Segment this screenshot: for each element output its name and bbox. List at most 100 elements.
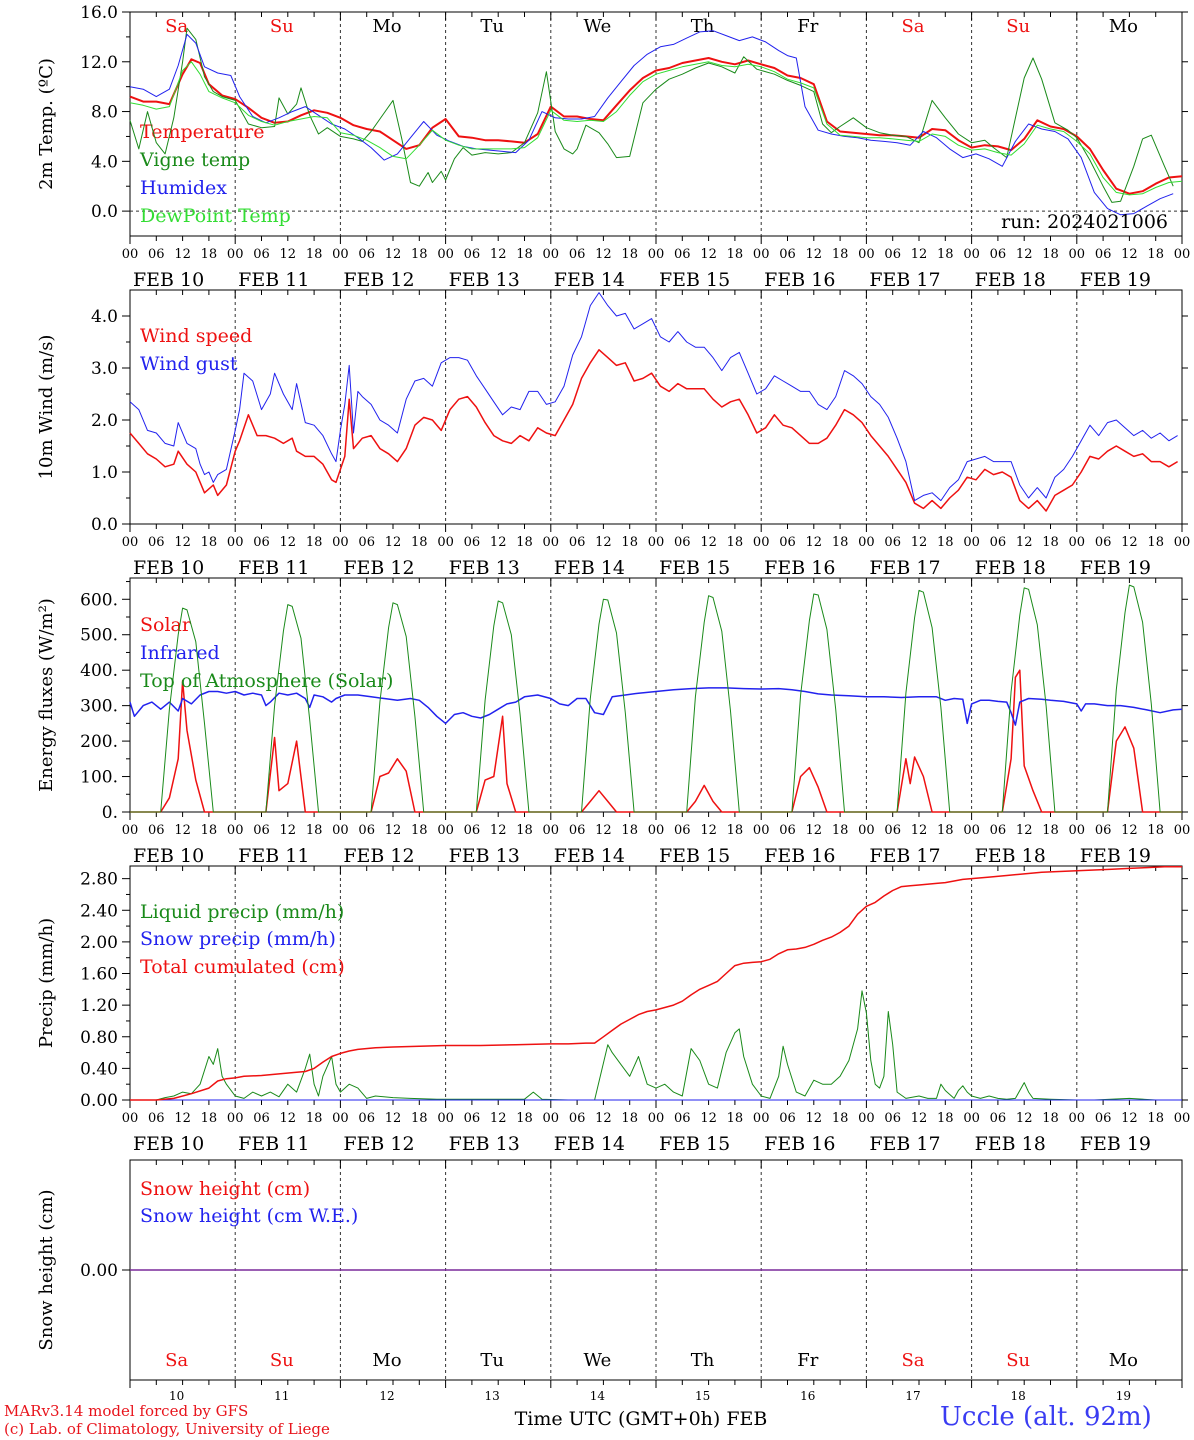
x-hour-label: 00 (227, 247, 244, 262)
x-hour-label: 06 (569, 1111, 586, 1126)
x-date-label: FEB 19 (1080, 557, 1151, 579)
date-number-label: 14 (590, 1389, 606, 1403)
x-hour-label: 06 (884, 535, 901, 550)
x-hour-label: 06 (569, 535, 586, 550)
day-name-label: We (584, 1350, 612, 1371)
x-hour-label: 06 (358, 247, 375, 262)
y-axis-label: Snow height (cm) (36, 1189, 57, 1350)
x-hour-label: 12 (1121, 823, 1138, 838)
x-hour-label: 06 (1095, 247, 1112, 262)
day-name-label: Fr (797, 1350, 818, 1371)
x-hour-label: 12 (700, 247, 717, 262)
chart-panel-1: 0.0 4.0 8.0 12.0 16.0 2m Temp. (ºC) 00 06 12 18 FE… (36, 3, 1190, 291)
x-hour-label: 12 (1016, 535, 1033, 550)
legend-entry: Top of Atmosphere (Solar) (140, 670, 393, 692)
y-tick-label: 100. (80, 768, 118, 788)
x-hour-label: 18 (201, 247, 218, 262)
x-date-label: FEB 10 (133, 557, 204, 579)
day-name-label: Sa (901, 1350, 924, 1371)
x-hour-label: 12 (700, 535, 717, 550)
x-hour-label: 18 (1042, 823, 1059, 838)
y-tick-label: 3.0 (91, 359, 118, 379)
x-hour-label: 06 (884, 823, 901, 838)
x-hour-label: 00 (858, 823, 875, 838)
y-tick-label: 4.0 (91, 152, 118, 172)
x-hour-label: 18 (621, 247, 638, 262)
x-hour-label: 06 (779, 1111, 796, 1126)
x-hour-label: 00 (963, 1111, 980, 1126)
y-tick-label: 0.40 (80, 1059, 118, 1079)
x-hour-label: 12 (911, 535, 928, 550)
x-hour-label: 00 (963, 823, 980, 838)
day-name-label: Sa (901, 16, 924, 37)
x-hour-label: 06 (569, 823, 586, 838)
chart-panel-5: 0.00 Snow height (cm) Sa 10 Su 11 Mo 12 Tu 13 We 14… (36, 1159, 1188, 1430)
x-hour-label: 12 (806, 535, 823, 550)
x-hour-label: 18 (516, 1111, 533, 1126)
x-hour-label: 00 (1174, 535, 1191, 550)
legend-entry: Liquid precip (mm/h) (140, 901, 344, 923)
x-hour-label: 18 (411, 247, 428, 262)
legend-entry: Wind gust (140, 353, 238, 375)
x-date-label: FEB 17 (869, 845, 940, 867)
y-tick-label: 4.0 (91, 307, 118, 327)
x-hour-label: 00 (543, 823, 560, 838)
day-name-label: Su (1006, 16, 1030, 37)
chart-panel-4: 0.00 0.40 0.80 1.20 1.60 2.00 2.40 2.80 Precip (… (36, 865, 1190, 1155)
y-tick-label: 0.0 (91, 515, 118, 535)
run-label: run: 2024021006 (1001, 211, 1168, 233)
x-hour-label: 18 (516, 535, 533, 550)
x-hour-label: 18 (411, 823, 428, 838)
x-date-label: FEB 11 (238, 557, 309, 579)
x-hour-label: 06 (464, 247, 481, 262)
x-hour-label: 12 (595, 823, 612, 838)
x-date-label: FEB 10 (133, 269, 204, 291)
x-hour-label: 12 (280, 823, 297, 838)
x-hour-label: 00 (753, 535, 770, 550)
x-hour-label: 12 (280, 247, 297, 262)
series-line-temperature (129, 57, 1183, 195)
x-hour-label: 06 (148, 247, 165, 262)
day-name-label: Su (270, 16, 294, 37)
x-date-label: FEB 10 (133, 1133, 204, 1155)
x-hour-label: 00 (753, 823, 770, 838)
x-date-label: FEB 18 (975, 845, 1046, 867)
x-hour-label: 18 (1147, 535, 1164, 550)
x-hour-label: 00 (963, 535, 980, 550)
date-number-label: 18 (1011, 1389, 1026, 1403)
x-hour-label: 06 (1095, 1111, 1112, 1126)
x-hour-label: 18 (411, 1111, 428, 1126)
x-hour-label: 18 (306, 247, 323, 262)
x-hour-label: 06 (253, 247, 270, 262)
x-hour-label: 00 (753, 1111, 770, 1126)
series-line-solar (130, 669, 1182, 813)
series-line-vigne-temp (129, 27, 1174, 203)
x-hour-label: 12 (1016, 247, 1033, 262)
day-name-label: Tu (480, 16, 504, 37)
x-hour-label: 12 (700, 1111, 717, 1126)
x-hour-label: 12 (1016, 823, 1033, 838)
x-date-label: FEB 18 (975, 1133, 1046, 1155)
x-date-label: FEB 13 (449, 845, 520, 867)
y-tick-label: 200. (80, 732, 118, 752)
day-name-label: Su (270, 1350, 294, 1371)
credit-line-2: (c) Lab. of Climatology, University of L… (4, 1420, 330, 1438)
series-line-infrared (129, 687, 1183, 726)
x-hour-label: 18 (201, 535, 218, 550)
y-tick-label: 0.00 (80, 1261, 118, 1281)
x-hour-label: 18 (411, 535, 428, 550)
x-hour-label: 00 (858, 535, 875, 550)
x-hour-label: 18 (727, 823, 744, 838)
x-hour-label: 18 (306, 535, 323, 550)
x-hour-label: 00 (543, 247, 560, 262)
x-hour-label: 06 (358, 823, 375, 838)
x-hour-label: 18 (727, 247, 744, 262)
x-hour-label: 00 (648, 535, 665, 550)
x-hour-label: 06 (779, 535, 796, 550)
x-hour-label: 06 (674, 247, 691, 262)
day-name-label: Mo (1109, 1350, 1138, 1371)
x-hour-label: 06 (990, 823, 1007, 838)
y-axis-label: Energy fluxes (W/m²) (36, 598, 57, 792)
x-hour-label: 18 (306, 1111, 323, 1126)
x-hour-label: 18 (832, 823, 849, 838)
